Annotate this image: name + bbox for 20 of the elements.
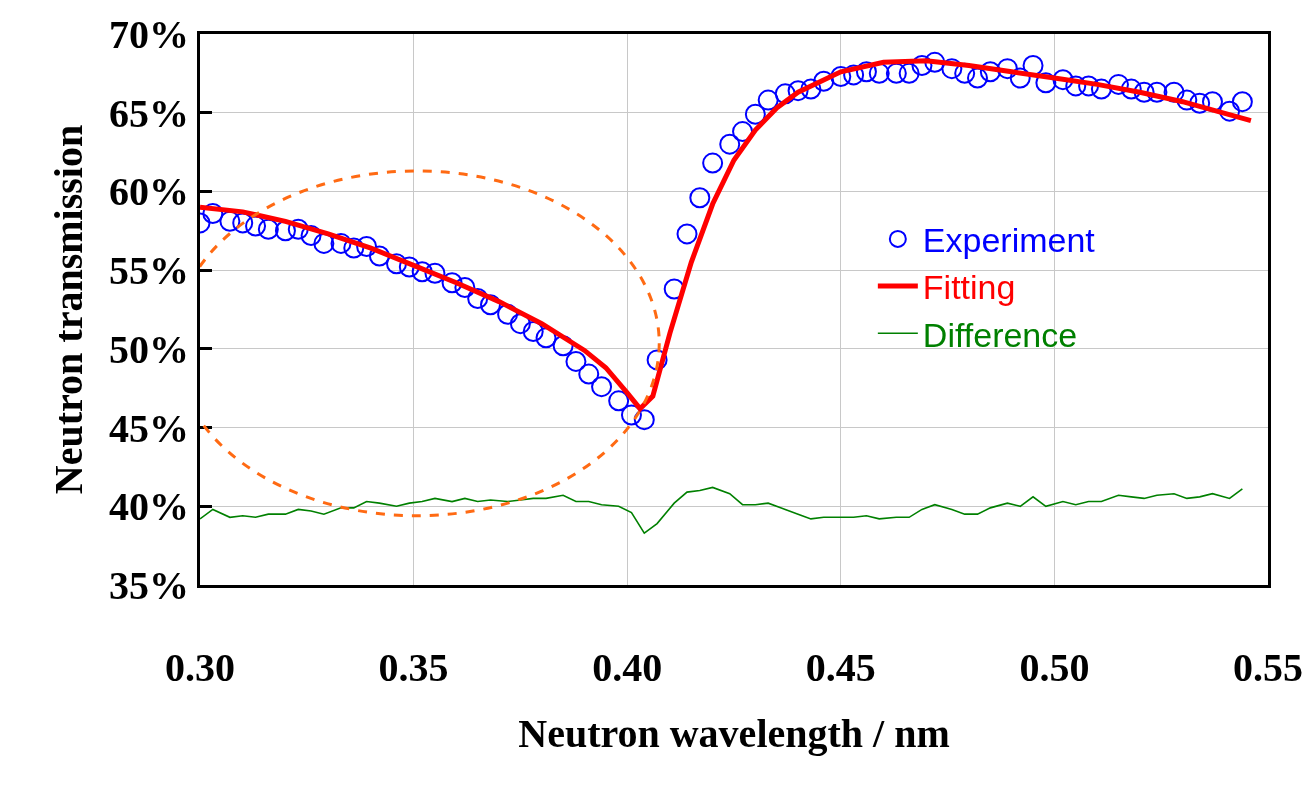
y-tick-label: 70%: [109, 12, 189, 57]
x-tick-label: 0.50: [1019, 645, 1090, 690]
x-tick-label: 0.55: [1233, 645, 1303, 690]
legend-label: Fitting: [922, 268, 1016, 307]
x-axis-title: Neutron wavelength / nm: [518, 710, 950, 756]
x-tick-label: 0.30: [165, 645, 235, 690]
x-tick-label: 0.45: [805, 645, 876, 690]
legend-label: Difference: [922, 315, 1078, 354]
legend-label: Experiment: [922, 221, 1096, 260]
y-tick-label: 60%: [109, 169, 189, 215]
x-tick-label: 0.40: [592, 645, 663, 690]
x-tick-label: 0.35: [378, 645, 449, 690]
y-tick-label: 55%: [109, 248, 189, 294]
y-tick-label: 45%: [109, 405, 189, 451]
y-tick-label: 50%: [109, 326, 189, 372]
y-axis-title: Neutron transmission: [45, 124, 91, 495]
line-series: [200, 486, 1244, 534]
y-tick-label: 65%: [109, 90, 189, 136]
y-tick-label: 40%: [109, 484, 189, 530]
y-tick-label: 35%: [109, 563, 189, 608]
